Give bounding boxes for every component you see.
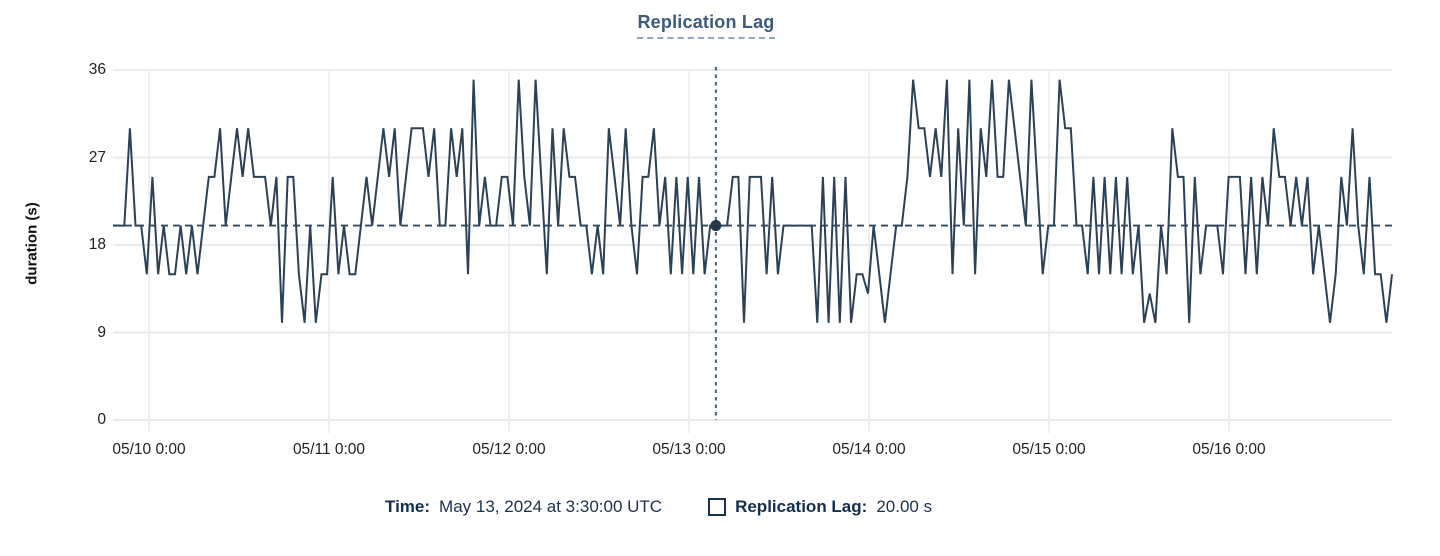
y-tick-label: 0 [97,411,106,428]
tooltip-time-value: May 13, 2024 at 3:30:00 UTC [439,497,663,516]
x-tick-label: 05/16 0:00 [1192,441,1266,458]
y-tick-label: 36 [88,61,106,78]
x-tick-label: 05/10 0:00 [112,441,186,458]
x-tick-label: 05/11 0:00 [292,441,366,458]
tooltip-series-value: 20.00 s [876,497,933,516]
hover-dot[interactable] [710,220,722,232]
x-tick-label: 05/12 0:00 [472,441,546,458]
chart-title: Replication Lag [637,12,775,39]
y-tick-label: 18 [88,236,106,253]
y-tick-label: 27 [88,148,106,166]
tooltip-time-label: Time: [385,497,431,516]
tooltip-legend-row: Time: May 13, 2024 at 3:30:00 UTC Replic… [385,497,932,517]
x-tick-label: 05/13 0:00 [652,441,726,458]
x-tick-label: 05/15 0:00 [1012,441,1086,458]
chart-title-wrap: Replication Lag [0,12,1412,39]
x-tick-label: 05/14 0:00 [832,441,906,458]
legend-swatch-replication-lag[interactable] [708,498,727,516]
y-tick-label: 9 [97,323,106,341]
plot-area[interactable] [0,0,1440,492]
series-line-replication-lag [113,79,1393,323]
legend-series-label: Replication Lag: [735,497,868,516]
